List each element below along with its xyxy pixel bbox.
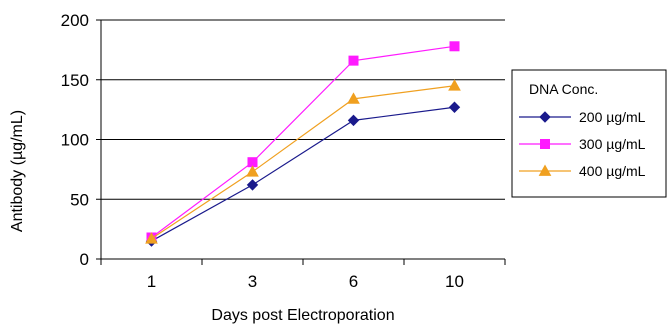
data-point xyxy=(448,101,461,113)
legend-label: 400 µg/mL xyxy=(579,163,646,179)
data-point xyxy=(145,232,158,244)
data-point xyxy=(246,179,259,191)
y-axis-title: Antibody (µg/mL) xyxy=(9,110,26,232)
series-2 xyxy=(146,41,460,243)
y-tick-label: 0 xyxy=(80,250,89,269)
y-tick-label: 100 xyxy=(61,131,89,150)
y-tick-label: 150 xyxy=(61,71,89,90)
legend-items: 200 µg/mL 300 µg/mL 400 µg/mL xyxy=(519,109,646,179)
x-tick-label: 6 xyxy=(349,272,358,291)
data-point xyxy=(347,92,360,104)
legend-marker xyxy=(539,111,551,123)
data-point xyxy=(347,114,360,127)
legend: DNA Conc. 200 µg/mL 300 µg/mL 400 µg/mL xyxy=(511,69,667,198)
y-tick-label: 50 xyxy=(70,190,89,209)
legend-title: DNA Conc. xyxy=(529,81,598,97)
series-line xyxy=(151,85,455,240)
series-line xyxy=(151,106,455,242)
legend-label: 300 µg/mL xyxy=(579,136,646,152)
data-point xyxy=(449,41,460,52)
legend-label: 200 µg/mL xyxy=(579,109,646,125)
legend-box xyxy=(511,69,667,198)
data-point xyxy=(348,55,359,66)
x-tick-labels: 1 3 6 10 xyxy=(100,259,506,291)
series-1 xyxy=(145,101,461,247)
series-3 xyxy=(145,79,461,244)
x-tick-label: 3 xyxy=(248,272,257,291)
legend-marker xyxy=(540,139,550,149)
legend-marker xyxy=(538,164,552,176)
data-point xyxy=(448,79,461,91)
data-point xyxy=(246,165,259,177)
x-tick-label: 10 xyxy=(445,272,464,291)
x-tick-label: 1 xyxy=(147,272,156,291)
series-group xyxy=(145,41,461,247)
y-tick-labels: 0 50 100 150 200 xyxy=(61,11,101,269)
gridlines xyxy=(101,19,505,200)
y-tick-label: 200 xyxy=(61,11,89,30)
x-axis-title: Days post Electroporation xyxy=(211,307,394,324)
series-line xyxy=(151,45,455,238)
